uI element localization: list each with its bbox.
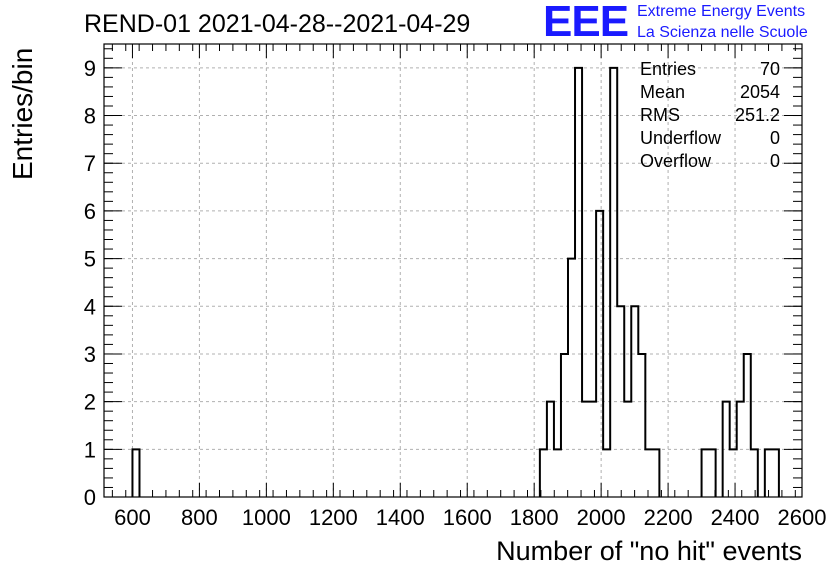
histogram-bin <box>561 354 568 497</box>
y-tick-label: 5 <box>84 247 96 272</box>
histogram-bin <box>744 354 751 497</box>
x-axis-label: Number of "no hit" events <box>496 536 802 566</box>
plot-frame <box>103 43 803 498</box>
y-tick-label: 6 <box>84 199 96 224</box>
stat-label: Entries <box>640 59 697 79</box>
histogram-bin <box>132 449 139 497</box>
histogram-bin <box>575 68 582 497</box>
axis-ticks <box>104 44 803 498</box>
histogram-bin <box>730 449 737 497</box>
x-tick-label: 2000 <box>577 505 626 530</box>
stat-value: 70 <box>759 59 780 79</box>
stat-label: Overflow <box>640 151 712 171</box>
y-tick-label: 7 <box>84 151 96 176</box>
x-tick-label: 1600 <box>443 505 492 530</box>
stat-value: 251.2 <box>734 105 780 125</box>
axis-tick-labels: 600 800 1000 1200 1400 1600 1800 2000 2200 2400 26… <box>84 56 827 530</box>
y-tick-label: 9 <box>84 56 96 81</box>
histogram-bin <box>702 449 709 497</box>
y-tick-label: 1 <box>84 437 96 462</box>
histogram-bin <box>652 449 659 497</box>
y-tick-label: 4 <box>84 294 96 319</box>
chart-title: REND-01 2021-04-28--2021-04-29 <box>84 10 471 38</box>
stat-row-mean: Mean 2054 <box>640 81 780 104</box>
x-tick-label: 1800 <box>510 505 559 530</box>
x-tick-label: 600 <box>114 505 151 530</box>
stat-row-overflow: Overflow 0 <box>640 150 780 173</box>
stat-value: 0 <box>769 151 780 171</box>
stat-row-underflow: Underflow 0 <box>640 127 780 150</box>
y-axis-label: Entries/bin <box>7 47 38 180</box>
x-tick-label: 2600 <box>778 505 827 530</box>
x-tick-label: 2400 <box>711 505 760 530</box>
histogram-bin <box>645 449 652 497</box>
x-tick-label: 1400 <box>376 505 425 530</box>
histogram-bin <box>554 449 561 497</box>
stat-value: 2054 <box>739 82 780 102</box>
stat-row-entries: Entries 70 <box>640 58 780 81</box>
stat-label: Mean <box>640 82 686 102</box>
eee-logo: EEE <box>543 0 629 46</box>
histogram-bin <box>540 449 547 497</box>
stats-box: Entries 70 Mean 2054 RMS 251.2 Underflow 0 O… <box>640 58 780 173</box>
stat-value: 0 <box>769 128 780 148</box>
x-tick-label: 800 <box>181 505 218 530</box>
stat-row-rms: RMS 251.2 <box>640 104 780 127</box>
histogram-bin <box>638 354 645 497</box>
histogram-bin <box>568 259 575 497</box>
histogram-bin <box>772 449 779 497</box>
stat-label: RMS <box>640 105 680 125</box>
x-tick-label: 1200 <box>309 505 358 530</box>
x-tick-label: 1000 <box>242 505 291 530</box>
logo-line-2: La Scienza nelle Scuole <box>637 24 808 41</box>
y-tick-label: 8 <box>84 104 96 129</box>
stat-label: Underflow <box>640 128 722 148</box>
histogram-outline <box>131 66 780 497</box>
y-tick-label: 3 <box>84 342 96 367</box>
histogram-bin <box>751 449 758 497</box>
histogram-bin <box>765 449 772 497</box>
histogram-bin <box>603 449 610 497</box>
y-tick-label: 2 <box>84 390 96 415</box>
histogram-bin <box>709 449 716 497</box>
x-tick-label: 2200 <box>644 505 693 530</box>
histogram-bin <box>610 68 617 497</box>
y-tick-label: 0 <box>84 485 96 510</box>
logo-line-1: Extreme Energy Events <box>637 3 806 20</box>
